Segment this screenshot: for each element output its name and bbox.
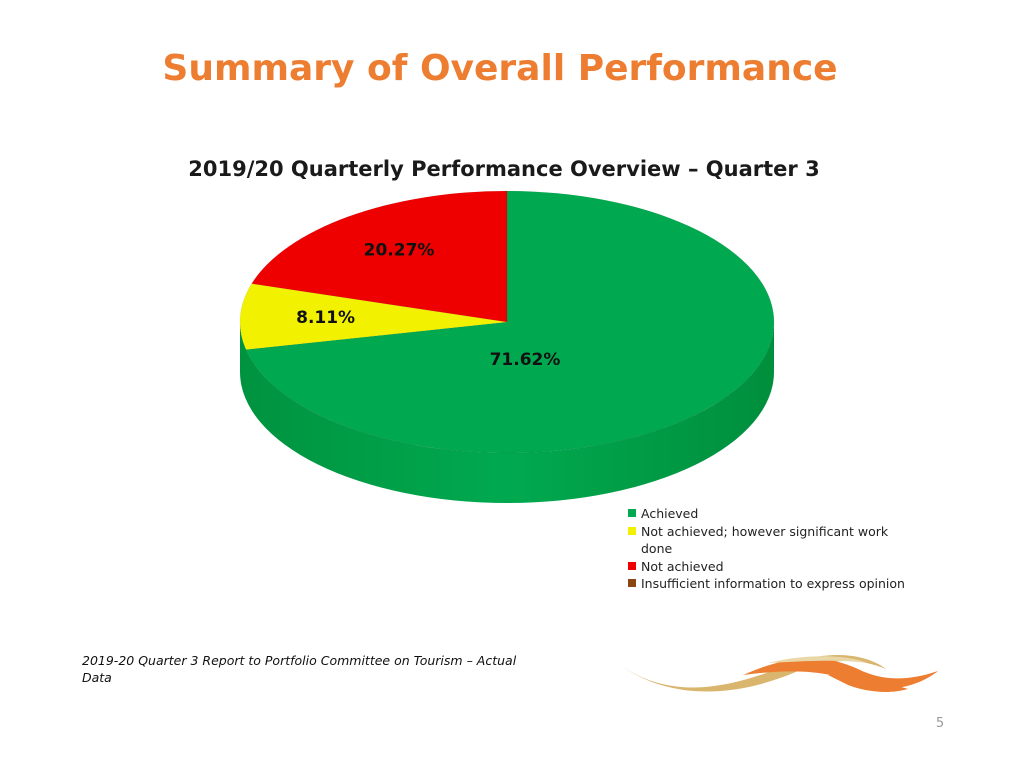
legend-item-significant-work: Not achieved; however significant work d… [628,523,918,558]
data-label-1: 8.11% [296,308,355,328]
pie-side-face [240,322,774,503]
legend-label: Not achieved [641,558,724,574]
pie-chart: 71.62% 8.11% 20.27% [239,190,775,503]
pie-data-labels: 71.62% 8.11% 20.27% [296,240,560,370]
page-number: 5 [935,716,945,731]
pie-slice-1 [239,283,508,350]
legend-label: Insufficient information to express opin… [641,576,905,591]
pie-slice-2 [251,190,508,323]
slide-title: Summary of Overall Performance [162,48,838,89]
legend-swatch-significant-work [628,526,636,535]
legend-label: Achieved [641,506,699,521]
legend-swatch-achieved [628,509,636,517]
legend-item-achieved: Achieved [628,505,918,523]
legend-swatch-not-achieved [628,561,636,570]
pie-slices [239,190,775,454]
organisation-logo-waves [623,655,938,692]
source-caption: 2019-20 Quarter 3 Report to Portfolio Co… [82,653,517,685]
legend-item-insufficient: Insufficient information to express opin… [628,575,918,593]
legend-label: Not achieved; however significant work d… [641,523,889,557]
chart-title: 2019/20 Quarterly Performance Overview –… [188,157,820,181]
pie-side-wall [240,322,774,503]
chart-legend: Achieved Not achieved; however significa… [628,505,918,593]
data-label-0: 71.62% [490,350,561,370]
pie-slice-0 [245,190,775,454]
legend-item-not-achieved: Not achieved [628,558,918,576]
data-label-2: 20.27% [364,240,435,260]
legend-swatch-insufficient [628,579,636,587]
